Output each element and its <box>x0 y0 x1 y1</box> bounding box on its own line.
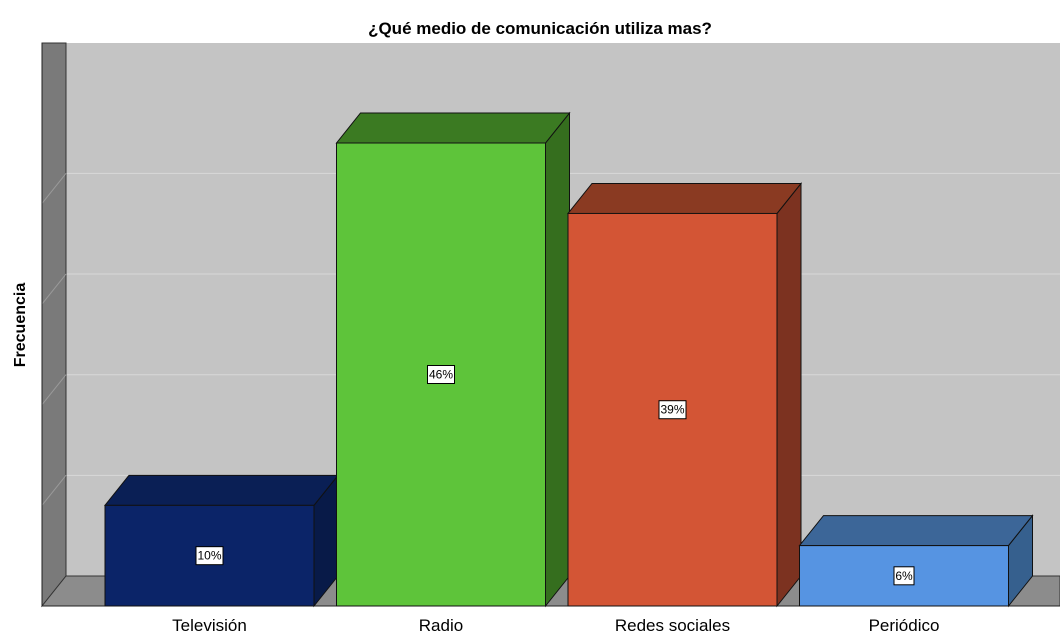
wall-grid-tick <box>41 173 67 204</box>
data-label-box <box>893 566 915 586</box>
plot-side-wall <box>41 42 67 608</box>
bar-top <box>566 182 803 214</box>
labels-group: 10% Televisión 46% Radio 39% Redes sociales 6%… <box>172 365 940 635</box>
bar-redes-sociales <box>566 182 803 608</box>
x-tick-label: Radio <box>419 616 463 635</box>
data-label-box <box>658 400 687 420</box>
x-tick-label: Televisión <box>172 616 247 635</box>
bar-top <box>335 112 571 144</box>
data-label: 39% <box>660 403 684 417</box>
x-tick-label: Redes sociales <box>615 616 730 635</box>
data-label-box <box>427 365 455 384</box>
wall-grid-tick <box>41 374 67 406</box>
wall-grid-tick <box>41 273 67 305</box>
bar-top <box>103 474 340 506</box>
bar-radio <box>335 111 571 608</box>
y-axis-label: Frecuencia <box>12 283 29 368</box>
data-label-box <box>195 546 224 566</box>
data-label: 10% <box>197 549 221 563</box>
bar-periódico <box>798 514 1034 608</box>
data-label: 6% <box>895 569 913 583</box>
bar-top <box>798 515 1034 547</box>
data-label: 46% <box>429 368 453 382</box>
bar-side <box>776 182 802 608</box>
wall-grid-tick <box>41 475 67 506</box>
chart-title: ¿Qué medio de comunicación utiliza mas? <box>368 19 712 38</box>
x-tick-label: Periódico <box>869 616 940 635</box>
bar <box>799 545 1009 607</box>
bar-televisión <box>103 473 340 608</box>
bar-side <box>545 111 570 608</box>
